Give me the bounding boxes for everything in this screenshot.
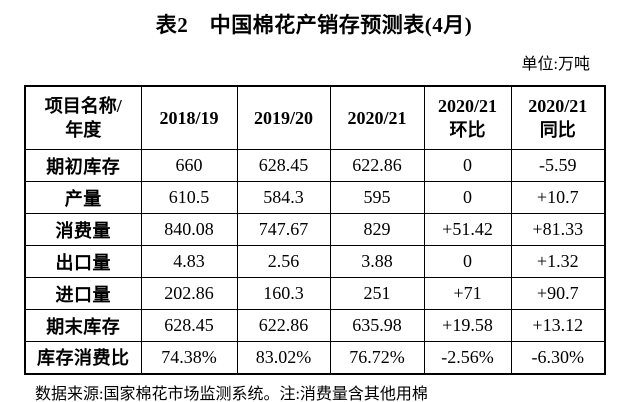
unit-label: 单位:万吨 <box>521 56 590 73</box>
cell: 4.83 <box>140 245 238 278</box>
row-label: 产量 <box>24 181 142 214</box>
cell: 628.45 <box>236 149 331 182</box>
row-label: 期初库存 <box>24 149 142 182</box>
cell: 251 <box>329 277 425 310</box>
cell: 595 <box>329 181 425 214</box>
cell: 0 <box>423 149 512 182</box>
cell: 74.38% <box>140 341 238 374</box>
table-row-stock-to-use-ratio: 库存消费比 74.38% 83.02% 76.72% -2.56% -6.30% <box>24 341 606 374</box>
cell: +81.33 <box>510 213 606 246</box>
cell: +13.12 <box>510 309 606 342</box>
row-label: 期末库存 <box>24 309 142 342</box>
cell: 840.08 <box>140 213 238 246</box>
header-cell-yoy: 2020/21 同比 <box>510 85 606 150</box>
source-note: 数据来源:国家棉花市场监测系统。注:消费量含其他用棉 <box>35 385 428 402</box>
cell: 610.5 <box>140 181 238 214</box>
header-cell-mom: 2020/21 环比 <box>423 85 512 150</box>
cell: -2.56% <box>423 341 512 374</box>
cell: +90.7 <box>510 277 606 310</box>
cell: +71 <box>423 277 512 310</box>
cell: -5.59 <box>510 149 606 182</box>
cell: 622.86 <box>329 149 425 182</box>
table-row-ending-stock: 期末库存 628.45 622.86 635.98 +19.58 +13.12 <box>24 309 606 342</box>
cell: 747.67 <box>236 213 331 246</box>
cell: 660 <box>140 149 238 182</box>
cell: 83.02% <box>236 341 331 374</box>
cell: +1.32 <box>510 245 606 278</box>
table-row-imports: 进口量 202.86 160.3 251 +71 +90.7 <box>24 277 606 310</box>
header-row: 项目名称/ 年度 2018/19 2019/20 2020/21 2020/21… <box>24 85 606 150</box>
table-row-consumption: 消费量 840.08 747.67 829 +51.42 +81.33 <box>24 213 606 246</box>
header-cell-2020-21: 2020/21 <box>329 85 425 150</box>
cell: +19.58 <box>423 309 512 342</box>
cell: 622.86 <box>236 309 331 342</box>
cell: +10.7 <box>510 181 606 214</box>
cell: 0 <box>423 181 512 214</box>
row-label: 库存消费比 <box>24 341 142 374</box>
cell: 829 <box>329 213 425 246</box>
cell: 160.3 <box>236 277 331 310</box>
cell: 635.98 <box>329 309 425 342</box>
header-cell-2018-19: 2018/19 <box>140 85 238 150</box>
header-cell-item-name: 项目名称/ 年度 <box>24 85 142 150</box>
cell: +51.42 <box>423 213 512 246</box>
page-title: 表2 中国棉花产销存预测表(4月) <box>155 13 473 37</box>
cell: 628.45 <box>140 309 238 342</box>
cell: 202.86 <box>140 277 238 310</box>
cell: -6.30% <box>510 341 606 374</box>
row-label: 消费量 <box>24 213 142 246</box>
cotton-forecast-table: 项目名称/ 年度 2018/19 2019/20 2020/21 2020/21… <box>24 85 606 375</box>
cell: 584.3 <box>236 181 331 214</box>
row-label: 出口量 <box>24 245 142 278</box>
table-row-beginning-stock: 期初库存 660 628.45 622.86 0 -5.59 <box>24 149 606 182</box>
cell: 76.72% <box>329 341 425 374</box>
cell: 3.88 <box>329 245 425 278</box>
row-label: 进口量 <box>24 277 142 310</box>
cell: 2.56 <box>236 245 331 278</box>
table-row-production: 产量 610.5 584.3 595 0 +10.7 <box>24 181 606 214</box>
table-row-exports: 出口量 4.83 2.56 3.88 0 +1.32 <box>24 245 606 278</box>
header-cell-2019-20: 2019/20 <box>236 85 331 150</box>
cell: 0 <box>423 245 512 278</box>
